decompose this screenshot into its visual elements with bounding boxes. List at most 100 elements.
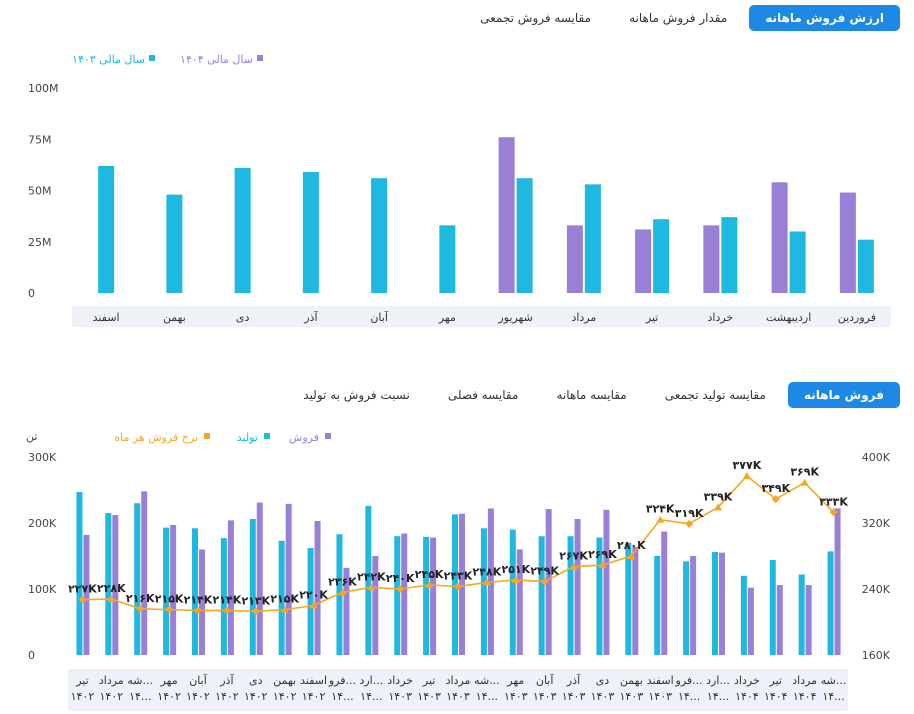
x-category-label: آذر ۱۴۰۲: [215, 673, 239, 703]
rate-data-label: ۲۶۹K: [588, 548, 617, 561]
x-category-label: فرو... ۱۴...: [328, 674, 356, 703]
x-category-label: خرداد ۱۴۰۳: [387, 674, 413, 703]
x-category-label: آبان ۱۴۰۲: [186, 673, 210, 703]
bar-production: [220, 538, 227, 655]
y-tick-label: 200K: [28, 517, 57, 530]
bar-production: [192, 528, 198, 655]
rate-marker: [194, 606, 202, 615]
bar-fy1403: [653, 219, 670, 293]
legend-swatch: [325, 433, 331, 439]
bar-fy1403: [166, 194, 183, 293]
x-category-label: اسفند ۱۴۰۲: [300, 674, 327, 703]
rate-marker: [425, 580, 434, 588]
bar-sales: [545, 509, 552, 655]
rate-data-label: ۲۵۱K: [501, 563, 530, 576]
x-category-label: مرداد ۱۴۰۲: [99, 674, 124, 703]
bar-sales: [141, 491, 148, 655]
rate-marker: [454, 582, 462, 591]
rate-marker: [685, 519, 694, 528]
x-category-label: تیر: [645, 311, 658, 324]
legend-swatch: [204, 433, 210, 439]
tab-monthly-comparison[interactable]: مقایسه ماهانه: [556, 388, 627, 402]
bar-production: [567, 536, 574, 655]
bar-sales: [776, 585, 783, 655]
rate-data-label: ۳۳۹K: [704, 490, 733, 503]
x-category-label: ارد... ۱۴...: [359, 674, 383, 703]
bar-production: [105, 513, 112, 655]
bar-fy1403: [516, 178, 533, 293]
bar-fy1404: [498, 137, 515, 293]
bar-fy1404: [566, 225, 583, 293]
rate-data-label: ۲۱۶K: [126, 592, 155, 605]
bar-production: [712, 552, 718, 655]
y-tick-label: 0: [28, 287, 35, 300]
x-category-label: تیر ۱۴۰۲: [71, 674, 95, 703]
x-category-label: خرداد: [708, 311, 734, 324]
category-band: [72, 306, 891, 327]
bar-fy1403: [98, 165, 115, 293]
bar-sales: [574, 519, 581, 655]
bar-fy1404: [771, 182, 788, 293]
bar-fy1403: [302, 172, 319, 293]
bar-sales: [834, 508, 841, 655]
tab-sales-to-production-ratio[interactable]: نسبت فروش به تولید: [303, 388, 410, 402]
x-category-label: دی ۱۴۰۳: [591, 674, 615, 703]
tab-cumulative-production-comparison[interactable]: مقایسه تولید تجمعی: [664, 388, 766, 402]
x-category-label: فرو... ۱۴...: [675, 674, 703, 703]
rate-marker: [280, 605, 289, 613]
x-category-label: دی: [236, 311, 250, 324]
rate-data-label: ۲۳۶K: [328, 575, 357, 588]
x-category-label: اردیبهشت: [766, 311, 811, 324]
y-tick-label: 300K: [28, 451, 57, 464]
bar-sales: [805, 585, 812, 655]
legend-label: تولید: [237, 431, 258, 444]
tab-monthly-sales[interactable]: فروش ماهانه: [787, 382, 900, 408]
rate-data-label: ۲۴۰K: [386, 572, 415, 585]
x-category-label: مرداد ۱۴۰۳: [446, 674, 471, 703]
rate-data-label: ۲۶۷K: [559, 550, 588, 563]
bar-production: [740, 575, 747, 655]
bar-fy1404: [839, 192, 856, 293]
y-tick-label: 0: [28, 649, 35, 662]
bar-sales: [256, 502, 263, 655]
x-category-label: آذر ۱۴۰۳: [562, 673, 586, 703]
bar-fy1403: [721, 217, 738, 293]
bar-production: [683, 561, 690, 655]
tab-cumulative-sales-comparison[interactable]: مقایسه فروش تجمعی: [480, 11, 592, 25]
rate-marker: [338, 588, 347, 596]
bar-sales: [430, 537, 437, 655]
legend-label-fy1404: سال مالی ۱۴۰۴: [180, 53, 253, 66]
x-category-label: مهر: [438, 311, 456, 324]
bar-sales: [285, 503, 292, 655]
tab-monthly-sales-quantity[interactable]: مقدار فروش ماهانه: [629, 11, 728, 25]
rate-data-label: ۳۴۹K: [761, 482, 790, 495]
x-category-label: شه... ۱۴...: [474, 674, 500, 703]
rate-marker: [107, 594, 116, 602]
x-category-label: دی ۱۴۰۲: [244, 674, 268, 703]
bar-sales: [632, 546, 639, 655]
monthly-sales-production-chart: تن فروش تولید نرخ فروش هر ماه 0 100K 200K 300K 1…: [26, 430, 891, 711]
x-category-label: اسفند ۱۴۰۳: [647, 674, 674, 703]
legend-label: فروش: [289, 431, 319, 444]
x-category-label: خرداد ۱۴۰۴: [734, 674, 760, 703]
x-category-label: آذر: [303, 310, 318, 324]
y2-tick-label: 160K: [862, 649, 891, 662]
y-tick-label: 25M: [28, 236, 52, 249]
rate-data-label: ۳۶۹K: [790, 466, 819, 479]
bar-sales: [83, 534, 90, 655]
y-tick-label: 75M: [28, 133, 52, 146]
tab-seasonal-comparison[interactable]: مقایسه فصلی: [447, 388, 519, 402]
bar-production: [76, 491, 83, 655]
x-category-label: شه... ۱۴...: [821, 674, 847, 703]
bar-sales: [747, 587, 754, 655]
bar-production: [769, 559, 776, 655]
bar-sales: [401, 533, 408, 655]
rate-data-label: ۲۱۵K: [155, 593, 184, 606]
bar-fy1403: [439, 225, 456, 293]
rate-data-label: ۲۱۵K: [270, 593, 299, 606]
tab-monthly-sales-value[interactable]: ارزش فروش ماهانه: [749, 5, 900, 31]
x-category-label: بهمن ۱۴۰۲: [273, 674, 297, 703]
x-category-label: شه... ۱۴...: [127, 674, 153, 703]
bar-fy1404: [635, 229, 652, 293]
bar-production: [538, 536, 545, 655]
